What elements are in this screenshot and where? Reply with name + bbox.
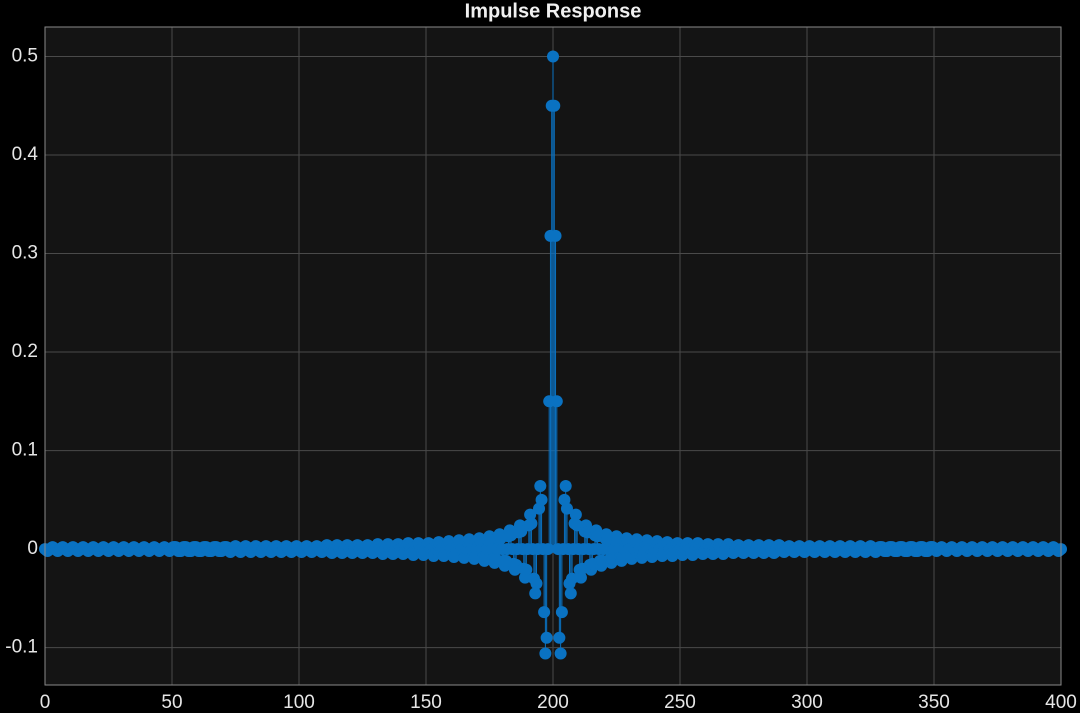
- x-tick-label: 350: [918, 692, 950, 713]
- x-tick-label: 0: [40, 692, 51, 713]
- x-tick-label: 400: [1045, 692, 1077, 713]
- stem-marker: [538, 606, 551, 619]
- plot-frame: [44, 26, 1062, 686]
- x-tick-label: 250: [664, 692, 696, 713]
- stem-marker: [555, 606, 568, 619]
- y-tick-label: 0.3: [12, 243, 38, 264]
- y-tick-label: -0.1: [5, 637, 38, 658]
- stem-marker: [548, 99, 561, 112]
- stem-marker: [574, 571, 587, 584]
- stem-marker: [554, 647, 567, 660]
- stem-marker: [564, 587, 577, 600]
- stem-marker: [547, 50, 559, 63]
- stem-marker: [549, 229, 562, 242]
- stem-marker: [530, 577, 543, 590]
- stem-marker: [566, 572, 579, 585]
- stem-marker: [540, 631, 553, 644]
- stem-marker: [529, 587, 542, 600]
- stem-marker: [534, 480, 547, 493]
- y-tick-label: 0.4: [12, 144, 39, 165]
- stem-marker: [539, 647, 552, 660]
- stem-marker: [560, 502, 573, 515]
- x-tick-label: 300: [791, 692, 823, 713]
- y-tick-label: 0.1: [12, 440, 38, 461]
- stem-marker: [569, 508, 582, 521]
- stems: [39, 50, 1067, 660]
- x-tick-label: 200: [537, 692, 569, 713]
- stem-marker: [525, 517, 538, 530]
- x-tick-label: 150: [410, 692, 442, 713]
- stem-marker: [535, 493, 548, 506]
- stem-marker: [553, 631, 566, 644]
- chart-title: Impulse Response: [465, 0, 642, 22]
- y-tick-label: 0.2: [12, 341, 38, 362]
- stem-marker: [559, 480, 572, 493]
- stem-marker: [541, 543, 554, 556]
- x-tick-label: 100: [283, 692, 315, 713]
- stem-marker: [550, 395, 563, 408]
- y-tick-label: 0: [27, 538, 38, 559]
- stem-marker: [524, 508, 537, 521]
- stem-marker: [520, 563, 533, 576]
- y-tick-label: 0.5: [12, 46, 38, 67]
- x-tick-label: 50: [161, 692, 182, 713]
